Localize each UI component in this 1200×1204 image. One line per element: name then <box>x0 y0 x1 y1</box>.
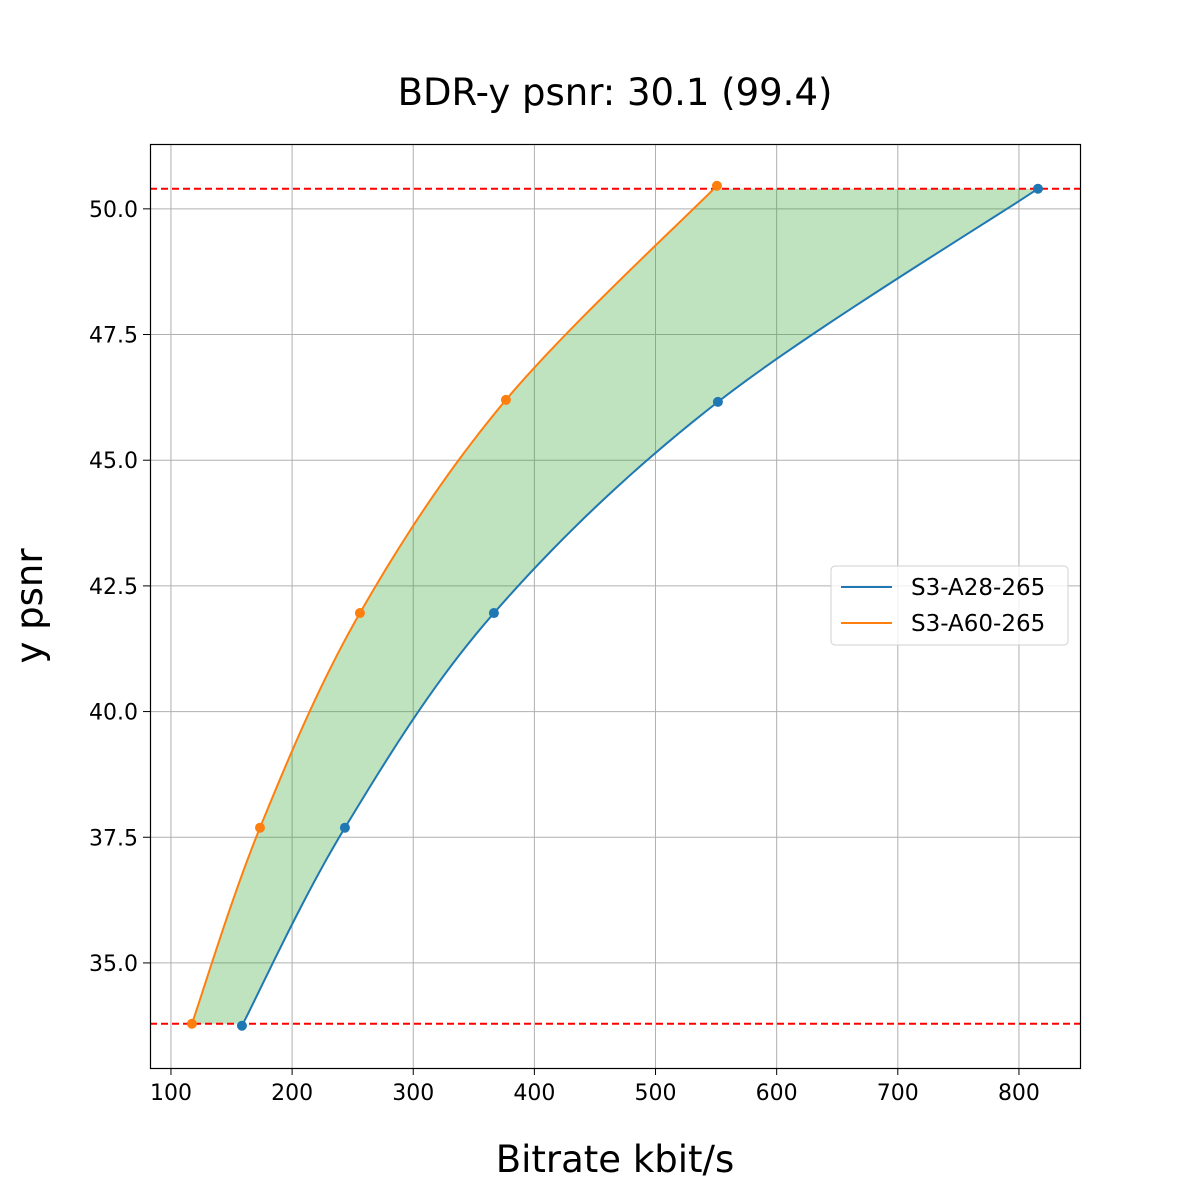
y-axis-label: y psnr <box>8 548 51 664</box>
x-axis-label: Bitrate kbit/s <box>496 1138 735 1181</box>
plot-frame <box>149 143 1082 1070</box>
x-tick-label: 700 <box>877 1081 919 1106</box>
data-point <box>339 822 350 833</box>
grid <box>150 144 1080 1068</box>
legend-box <box>830 565 1069 646</box>
y-tick-label: 45.0 <box>89 449 138 474</box>
data-point <box>500 394 511 405</box>
data-point <box>711 180 722 191</box>
chart-title: BDR-y psnr: 30.1 (99.4) <box>398 71 833 114</box>
data-point <box>488 608 499 619</box>
x-tick-label: 100 <box>150 1081 192 1106</box>
fill-between-polygon <box>191 188 1038 1024</box>
data-point <box>1032 183 1043 194</box>
x-tick-label: 600 <box>756 1081 798 1106</box>
fill-between-area <box>191 188 1038 1024</box>
legend: S3-A28-265 S3-A60-265 <box>830 565 1069 646</box>
y-tick-label: 50.0 <box>89 198 138 223</box>
series-lines <box>186 180 1043 1031</box>
data-point <box>254 822 265 833</box>
y-tick-label: 37.5 <box>89 826 138 851</box>
reference-lines <box>150 187 1080 1025</box>
legend-label-0: S3-A28-265 <box>911 575 1045 601</box>
ticks: 100 200 300 400 500 600 700 800 35.0 37.5 40.0 42.5… <box>89 198 1040 1106</box>
y-tick-label: 42.5 <box>89 575 138 600</box>
x-tick-label: 800 <box>998 1081 1040 1106</box>
y-tick-label: 35.0 <box>89 952 138 977</box>
data-point <box>712 396 723 407</box>
legend-label-1: S3-A60-265 <box>911 611 1045 637</box>
y-tick-label: 40.0 <box>89 701 138 726</box>
data-point <box>186 1018 197 1029</box>
x-tick-label: 200 <box>271 1081 313 1106</box>
x-tick-label: 400 <box>513 1081 555 1106</box>
x-tick-label: 300 <box>392 1081 434 1106</box>
x-tick-label: 500 <box>635 1081 677 1106</box>
data-point <box>354 608 365 619</box>
y-tick-label: 47.5 <box>89 324 138 349</box>
data-point <box>236 1020 247 1031</box>
